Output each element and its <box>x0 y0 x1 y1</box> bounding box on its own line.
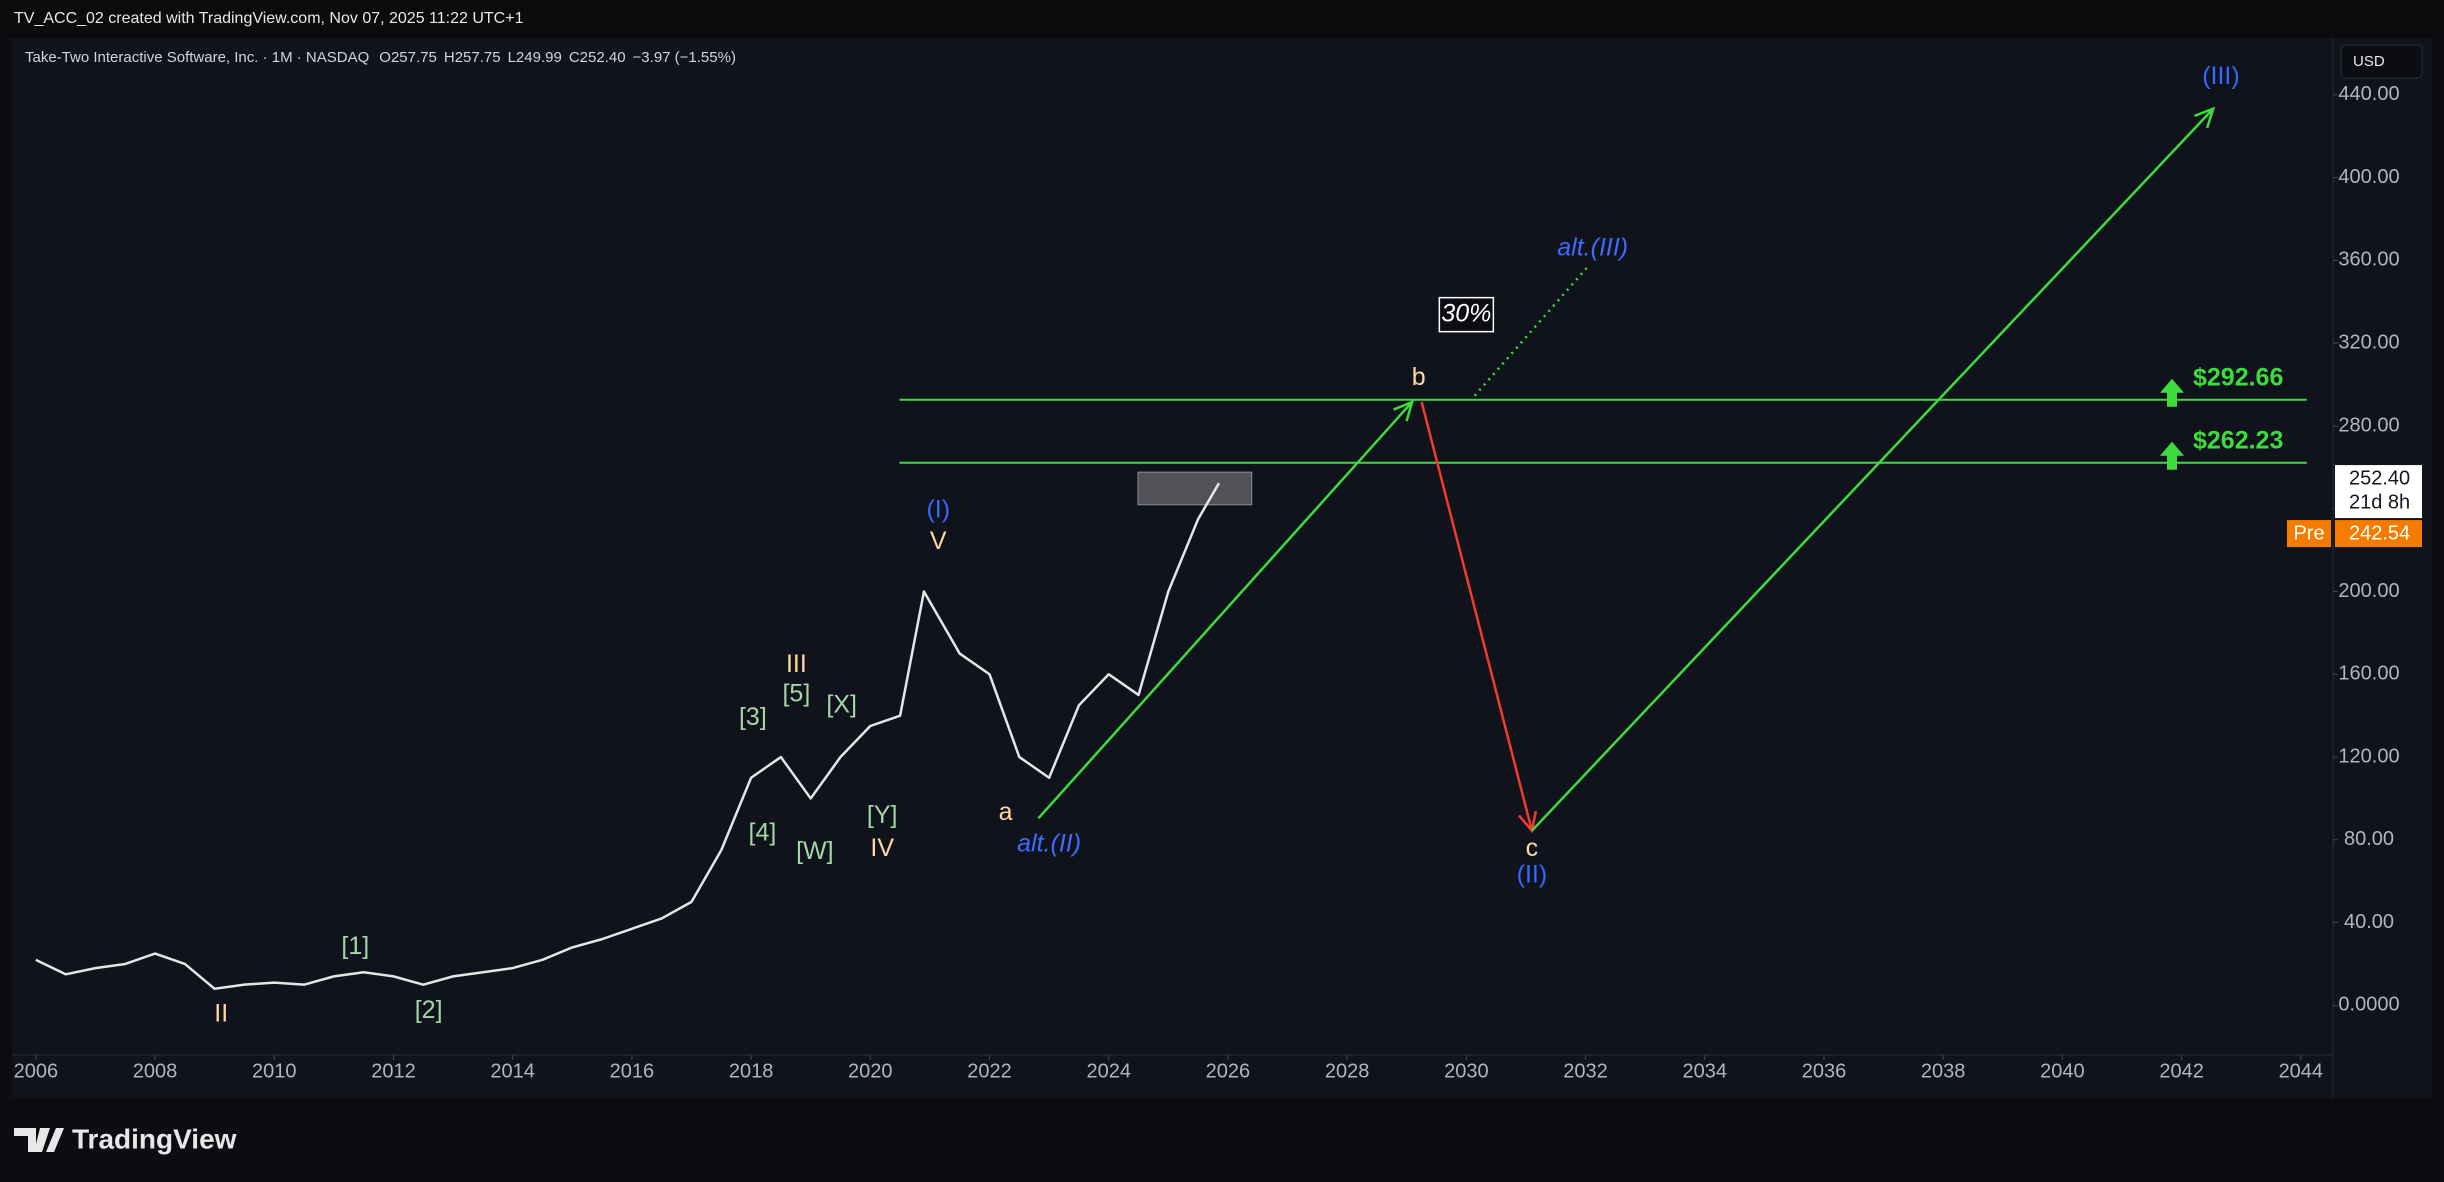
x-tick-label: 2028 <box>1325 1060 1370 1082</box>
wave-label: (III) <box>2202 62 2240 90</box>
x-tick-label: 2014 <box>490 1060 535 1082</box>
countdown: 21d 8h <box>2349 491 2410 513</box>
y-tick-label: 40.00 <box>2344 911 2394 933</box>
logo-icon <box>14 1128 64 1152</box>
wave-label: IV <box>870 834 894 862</box>
y-tick-label: 160.00 <box>2338 663 2399 685</box>
y-tick-label: 200.00 <box>2338 580 2399 602</box>
x-tick-label: 2012 <box>371 1060 416 1082</box>
y-tick-label: 0.0000 <box>2338 994 2399 1016</box>
x-tick-label: 2038 <box>1921 1060 1966 1082</box>
wave-label: alt.(III) <box>1557 234 1628 262</box>
wave-label: b <box>1412 363 1426 391</box>
x-tick-label: 2018 <box>729 1060 774 1082</box>
wave-label: c <box>1526 834 1539 862</box>
wave-label: II <box>214 999 228 1027</box>
premarket-label: 242.54 <box>2349 522 2410 544</box>
ohlc-value: 252.40 <box>580 49 626 66</box>
wave-label: (II) <box>1517 861 1548 889</box>
last-price-label: 252.40 <box>2349 467 2410 489</box>
ohlc-key: L <box>508 49 516 66</box>
arrow-head <box>1393 399 1415 422</box>
projection <box>1473 267 1588 397</box>
logo: TradingView <box>14 1123 237 1154</box>
premarket-tag-box <box>2287 520 2331 548</box>
wave-label: [4] <box>749 818 777 846</box>
logo-text: TradingView <box>72 1123 237 1154</box>
wave-label: a <box>999 798 1013 826</box>
x-tick-label: 2016 <box>610 1060 655 1082</box>
currency-box <box>2340 44 2423 79</box>
x-tick-label: 2032 <box>1563 1060 1608 1082</box>
y-tick-label: 360.00 <box>2338 249 2399 271</box>
wave-label: [5] <box>782 680 810 708</box>
wave-label: [3] <box>739 703 767 731</box>
x-tick-label: 2008 <box>133 1060 178 1082</box>
x-tick-label: 2044 <box>2279 1060 2324 1082</box>
level-label: $292.66 <box>2193 363 2283 391</box>
wave-label: [X] <box>826 691 857 719</box>
x-tick-label: 2010 <box>252 1060 297 1082</box>
y-tick-label: 320.00 <box>2338 331 2399 353</box>
wave-label: [W] <box>796 837 834 865</box>
level-arrow-icon <box>2160 441 2184 470</box>
x-tick-label: 2024 <box>1086 1060 1131 1082</box>
wave-label: 30% <box>1441 299 1491 327</box>
y-tick-label: 280.00 <box>2338 414 2399 436</box>
y-tick-label: 440.00 <box>2338 83 2399 105</box>
level-arrow-icon <box>2160 378 2184 407</box>
wave-label: (I) <box>926 496 950 524</box>
wave-label: [2] <box>415 996 443 1024</box>
projection <box>1420 401 1534 832</box>
top-bar <box>0 0 2444 38</box>
projection <box>1037 401 1414 820</box>
chart-pane <box>12 38 2432 1098</box>
x-tick-label: 2022 <box>967 1060 1012 1082</box>
zone <box>1137 471 1253 506</box>
x-tick-label: 2042 <box>2159 1060 2204 1082</box>
y-tick-label: 80.00 <box>2344 828 2394 850</box>
x-tick-label: 2006 <box>14 1060 59 1082</box>
projection <box>1531 107 2215 832</box>
symbol: Take-Two Interactive Software, Inc. · 1M… <box>25 49 369 66</box>
x-tick-label: 2020 <box>848 1060 893 1082</box>
wave-label: [1] <box>341 932 369 960</box>
y-tick-label: 400.00 <box>2338 166 2399 188</box>
currency: USD <box>2353 53 2385 70</box>
plot: $292.66 $262.23 II [1] [2] [3] [4] III[5] [W] [X]… <box>35 62 2307 1027</box>
arrow-head <box>2194 106 2216 129</box>
top-bar-text: TV_ACC_02 created with TradingView.com, … <box>14 10 524 27</box>
x-tick-label: 2034 <box>1683 1060 1728 1082</box>
wave-label: [Y] <box>867 801 898 829</box>
change: −3.97 (−1.55%) <box>633 49 736 66</box>
legend: Take-Two Interactive Software, Inc. · 1M… <box>25 49 736 66</box>
ohlc-value: 257.75 <box>391 49 437 66</box>
premarket-box <box>2335 520 2422 548</box>
x-tick-label: 2026 <box>1206 1060 1251 1082</box>
footer <box>0 1098 2444 1182</box>
annotation-box <box>1438 296 1495 333</box>
ohlc-value: 249.99 <box>516 49 562 66</box>
x-tick-label: 2030 <box>1444 1060 1489 1082</box>
axes: Take-Two Interactive Software, Inc. · 1M… <box>14 44 2423 1082</box>
premarket-tag: Pre <box>2293 522 2324 544</box>
wave-label: alt.(II) <box>1017 829 1081 857</box>
wave-label: V <box>930 527 947 555</box>
ohlc-value: 257.75 <box>455 49 501 66</box>
wave-label: III <box>786 650 807 678</box>
last-price-box <box>2335 465 2422 519</box>
y-tick-label: 120.00 <box>2338 745 2399 767</box>
x-tick-label: 2036 <box>1802 1060 1847 1082</box>
ohlc-key: O <box>379 49 391 66</box>
price-line <box>35 482 1221 991</box>
x-tick-label: 2040 <box>2040 1060 2085 1082</box>
level-label: $262.23 <box>2193 426 2283 454</box>
ohlc-key: H <box>444 49 455 66</box>
ohlc-key: C <box>569 49 580 66</box>
